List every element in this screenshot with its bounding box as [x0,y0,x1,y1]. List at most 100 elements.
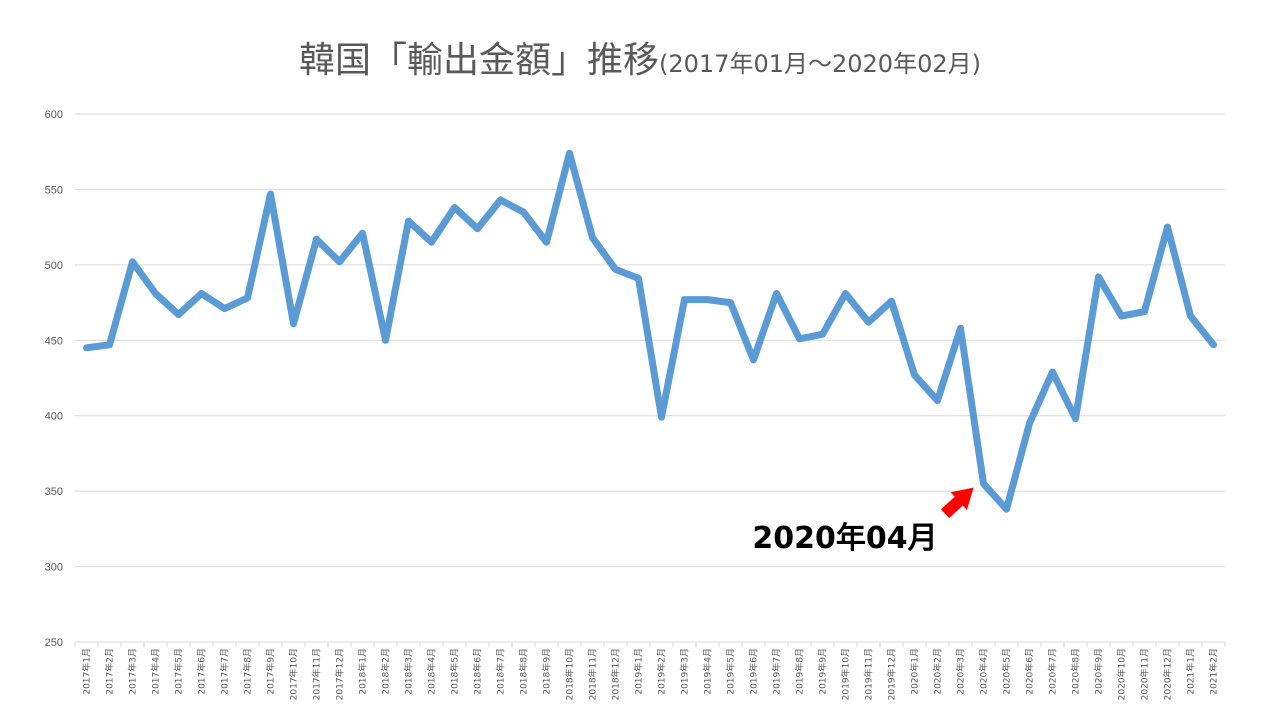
chart-title: 韓国「輸出金額」推移(2017年01月～2020年02月) [299,40,981,81]
y-tick-label: 550 [45,184,63,196]
data-point [889,299,894,304]
y-tick-label: 300 [45,562,63,574]
x-tick-label: 2018年8月 [518,648,530,695]
data-point [429,240,434,245]
data-point [843,291,848,296]
x-tick-label: 2021年1月 [1185,648,1197,695]
x-tick-label: 2020年4月 [978,648,990,695]
data-point [1188,314,1193,319]
x-tick-label: 2019年3月 [679,648,691,695]
x-tick-label: 2018年3月 [403,648,415,695]
y-axis: 250 300 350 400 450 500 550 600 [45,109,63,649]
data-point [751,357,756,362]
x-tick-label: 2020年11月 [1139,648,1151,700]
data-point [222,306,227,311]
x-tick-label: 2019年12月 [886,648,898,700]
x-tick-label: 2020年1月 [909,648,921,695]
data-point [1211,342,1216,347]
x-tick-label: 2019年2月 [656,648,668,695]
x-tick-label: 2018年6月 [472,648,484,695]
x-tick-label: 2020年10月 [1116,648,1128,700]
x-tick-label: 2021年2月 [1208,648,1220,695]
data-point [406,219,411,224]
series-line [83,149,1217,513]
x-tick-label: 2018年11月 [587,648,599,700]
x-tick-label: 2020年6月 [1024,648,1036,695]
data-point [199,291,204,296]
data-point [452,205,457,210]
x-tick-label: 2020年12月 [1162,648,1174,700]
x-tick-label: 2017年12月 [334,648,346,700]
data-point [314,237,319,242]
data-point [475,226,480,231]
data-point [544,240,549,245]
x-tick-label: 2018年1月 [357,648,369,695]
x-tick-label: 2017年7月 [219,648,231,695]
x-tick-label: 2018年9月 [541,648,553,695]
x-tick-label: 2020年3月 [955,648,967,695]
x-tick-label: 2019年9月 [817,648,829,695]
data-point [130,259,135,264]
data-point [636,276,641,281]
x-tick-label: 2017年9月 [265,648,277,695]
data-point [820,332,825,337]
chart-title-main: 韓国「輸出金額」推移 [299,40,659,81]
x-tick-label: 2019年1月 [633,648,645,695]
y-tick-label: 350 [45,486,63,498]
data-point [1119,314,1124,319]
x-tick-label: 2020年9月 [1093,648,1105,695]
data-point [498,197,503,202]
y-tick-label: 500 [45,260,63,272]
data-point [176,312,181,317]
x-tick-label: 2017年10月 [288,648,300,700]
svg-text:韓国「輸出金額」推移(2017年01月～2020年02月): 韓国「輸出金額」推移(2017年01月～2020年02月) [299,40,981,81]
data-point [1096,274,1101,279]
data-point [705,297,710,302]
data-point [1142,309,1147,314]
data-point [521,210,526,215]
x-tick-label: 2020年7月 [1047,648,1059,695]
x-tick-label: 2017年3月 [127,648,139,695]
x-tick-label: 2018年12月 [610,648,622,700]
data-point [682,297,687,302]
x-tick-label: 2018年2月 [380,648,392,695]
data-point [912,372,917,377]
x-tick-label: 2018年5月 [449,648,461,695]
y-tick-label: 400 [45,411,63,423]
data-point [291,321,296,326]
series-layer [83,149,1217,513]
x-tick-label: 2017年8月 [242,648,254,695]
data-point [774,291,779,296]
x-tick-label: 2017年4月 [150,648,162,695]
data-point [1004,507,1009,512]
x-tick-label: 2020年8月 [1070,648,1082,695]
data-point [1073,416,1078,421]
data-point [107,342,112,347]
annotation-label: 2020年04月 [752,521,937,556]
x-tick-label: 2019年7月 [771,648,783,695]
data-point [268,191,273,196]
data-point [613,267,618,272]
data-point [797,336,802,341]
x-tick-label: 2019年10月 [840,648,852,700]
data-point [659,415,664,420]
data-point [728,300,733,305]
data-point [383,338,388,343]
x-tick-label: 2019年6月 [748,648,760,695]
y-tick-label: 600 [45,109,63,121]
x-tick-label: 2018年10月 [564,648,576,700]
x-tick-label: 2020年5月 [1001,648,1013,695]
chart-title-sub: (2017年01月～2020年02月) [659,50,981,78]
x-tick-label: 2019年5月 [725,648,737,695]
x-axis: 2017年1月 2017年2月 2017年3月 2017年4月 2017年5月 2017年… [74,642,1226,700]
data-point [590,235,595,240]
x-tick-label: 2019年4月 [702,648,714,695]
data-point [958,326,963,331]
y-tick-label: 450 [45,335,63,347]
annotation-arrow-icon [941,487,974,519]
data-point [935,398,940,403]
x-tick-label: 2017年11月 [311,648,323,700]
y-tick-label: 250 [45,637,63,649]
x-tick-label: 2017年2月 [104,648,116,695]
data-point [1165,225,1170,230]
